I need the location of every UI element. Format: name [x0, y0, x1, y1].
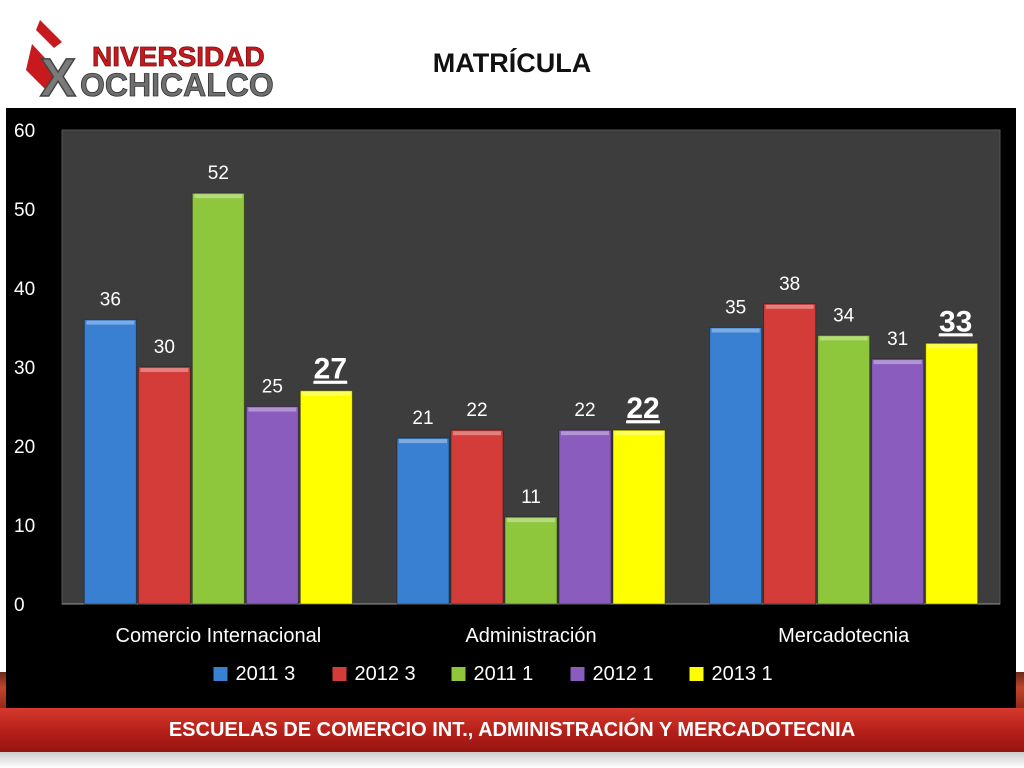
- category-label: Administración: [465, 625, 596, 647]
- bar: [137, 366, 191, 605]
- data-label: 27: [314, 353, 347, 386]
- bar-highlight: [194, 194, 243, 199]
- data-label: 30: [154, 337, 175, 358]
- legend-swatch: [689, 667, 704, 681]
- logo-line1: NIVERSIDAD: [92, 41, 265, 72]
- bar: [245, 406, 299, 605]
- y-tick-label: 20: [14, 437, 35, 458]
- bar: [558, 429, 612, 605]
- y-tick-label: 50: [14, 200, 35, 221]
- bar-highlight: [302, 391, 351, 396]
- bar: [925, 342, 979, 605]
- bar-highlight: [453, 431, 501, 436]
- legend-swatch: [451, 667, 466, 681]
- data-label: 22: [626, 392, 659, 425]
- bar-highlight: [140, 368, 189, 372]
- bar: [504, 516, 558, 605]
- bar-highlight: [819, 336, 868, 341]
- data-label: 52: [208, 163, 229, 184]
- legend-swatch: [570, 667, 585, 681]
- legend-label: 2011 3: [236, 663, 296, 685]
- bar: [763, 303, 817, 605]
- legend-label: 2012 1: [593, 663, 654, 685]
- footer-shadow: [0, 752, 1024, 768]
- bar: [871, 358, 925, 605]
- bar-highlight: [86, 320, 135, 325]
- bar: [191, 192, 245, 605]
- legend-label: 2012 3: [355, 663, 416, 685]
- bar: [817, 334, 871, 605]
- data-label: 31: [887, 329, 908, 350]
- data-label: 38: [779, 274, 800, 295]
- y-tick-label: 10: [14, 516, 35, 537]
- y-tick-label: 30: [14, 358, 35, 379]
- bar-highlight: [399, 439, 447, 444]
- bar: [709, 327, 763, 605]
- data-label: 25: [262, 377, 283, 398]
- data-label: 36: [100, 290, 121, 311]
- university-logo: X NIVERSIDAD OCHICALCO: [22, 14, 292, 109]
- data-label: 11: [521, 487, 541, 508]
- chart-container: 0 10 20 30 40 50 60 36 30 52 25 27 Comercio Internac…: [6, 108, 1016, 708]
- y-tick-label: 40: [14, 279, 35, 300]
- category-label: Mercadotecnia: [778, 625, 910, 647]
- bar-highlight: [248, 407, 297, 412]
- data-label: 22: [466, 400, 487, 421]
- y-tick-label: 60: [14, 121, 35, 142]
- legend-swatch: [332, 667, 347, 681]
- bar: [396, 437, 450, 605]
- data-label: 34: [833, 305, 855, 326]
- bar-highlight: [711, 328, 760, 333]
- logo-line2: OCHICALCO: [80, 67, 274, 102]
- data-label: 33: [939, 305, 972, 338]
- slide-title: MATRÍCULA: [432, 48, 592, 78]
- bar: [612, 429, 666, 605]
- bar: [83, 319, 137, 605]
- legend-swatch: [213, 667, 228, 681]
- category-label: Comercio Internacional: [116, 625, 322, 647]
- footer-banner: ESCUELAS DE COMERCIO INT., ADMINISTRACIÓ…: [0, 708, 1024, 752]
- legend-label: 2011 1: [474, 663, 534, 685]
- y-tick-label: 0: [14, 595, 25, 616]
- data-label: 22: [574, 400, 595, 421]
- bar: [450, 429, 504, 605]
- legend-label: 2013 1: [712, 663, 773, 685]
- bar: [299, 390, 353, 605]
- bar-chart: 0 10 20 30 40 50 60 36 30 52 25 27 Comercio Internac…: [14, 121, 1001, 685]
- bar-highlight: [561, 431, 609, 436]
- bar-highlight: [873, 360, 922, 365]
- data-label: 21: [412, 408, 433, 429]
- data-label: 35: [725, 298, 746, 319]
- bar-highlight: [765, 304, 814, 309]
- footer-text: ESCUELAS DE COMERCIO INT., ADMINISTRACIÓ…: [168, 719, 856, 741]
- bar-highlight: [615, 431, 663, 436]
- bar-highlight: [507, 518, 555, 523]
- svg-text:X: X: [40, 48, 76, 102]
- bar-highlight: [927, 344, 976, 349]
